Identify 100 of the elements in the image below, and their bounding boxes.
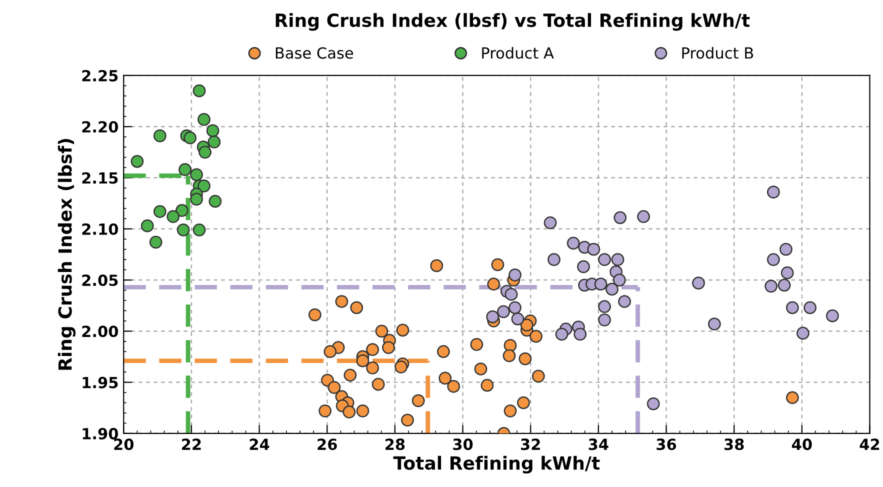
point xyxy=(780,242,792,256)
point xyxy=(176,204,188,217)
x-tick-label: 26 xyxy=(318,438,337,450)
x-tick-label: 38 xyxy=(724,438,744,450)
point xyxy=(192,84,206,98)
point xyxy=(470,338,484,351)
point xyxy=(324,345,337,358)
point xyxy=(192,223,206,236)
point xyxy=(149,236,162,249)
point xyxy=(780,266,794,280)
point xyxy=(412,394,425,408)
legend-label: Product B xyxy=(682,46,754,59)
x-tick-label: 20 xyxy=(114,438,134,450)
x-tick-label: 36 xyxy=(656,438,676,450)
point xyxy=(366,362,379,374)
point xyxy=(184,131,197,144)
point xyxy=(502,349,516,362)
point xyxy=(587,242,600,256)
point xyxy=(198,146,212,159)
point xyxy=(555,328,568,341)
point xyxy=(618,295,631,308)
point xyxy=(778,278,791,292)
x-tick-label: 24 xyxy=(250,438,270,450)
legend-label: Base Case xyxy=(276,47,354,59)
point xyxy=(190,192,203,206)
x-tick-label: 22 xyxy=(182,438,201,450)
point xyxy=(437,345,450,358)
y-tick-label: 2.20 xyxy=(82,121,118,133)
point xyxy=(594,278,608,291)
point xyxy=(504,288,518,301)
point xyxy=(804,301,816,314)
point xyxy=(708,318,721,330)
point xyxy=(786,391,799,404)
point xyxy=(318,404,332,418)
point xyxy=(530,330,542,343)
point xyxy=(786,301,799,314)
x-axis-title: Total Refining kWh/t xyxy=(393,456,600,474)
point xyxy=(487,278,500,291)
point xyxy=(176,223,190,236)
x-tick-label: 34 xyxy=(588,438,608,450)
x-tick-label: 28 xyxy=(386,438,405,450)
y-axis-title: Ring Crush Index (lbsf) xyxy=(58,139,76,370)
point xyxy=(508,268,522,282)
y-tick-label: 1.95 xyxy=(82,376,118,388)
point xyxy=(356,404,370,418)
point xyxy=(511,312,524,326)
point xyxy=(198,180,210,192)
point xyxy=(518,352,532,366)
point xyxy=(130,154,144,168)
point xyxy=(613,274,626,286)
point xyxy=(796,326,810,340)
point xyxy=(153,205,166,218)
point xyxy=(767,186,780,199)
point xyxy=(486,310,500,324)
x-tick-label: 42 xyxy=(860,438,880,450)
chart-title: Ring Crush Index (lbsf) vs Total Refining kWh/t xyxy=(276,13,750,31)
point xyxy=(614,211,627,224)
point xyxy=(208,136,221,148)
point xyxy=(504,404,517,418)
point xyxy=(208,194,222,208)
y-tick-label: 2.05 xyxy=(82,274,118,286)
point xyxy=(566,236,580,250)
point xyxy=(598,253,611,266)
point xyxy=(544,216,557,230)
point xyxy=(767,253,780,266)
point xyxy=(372,378,385,391)
point xyxy=(328,380,341,394)
point xyxy=(140,219,154,232)
y-tick-label: 1.90 xyxy=(82,428,118,440)
point xyxy=(153,129,166,142)
point xyxy=(637,210,650,224)
y-tick-label: 2.10 xyxy=(82,223,118,235)
point xyxy=(350,301,364,314)
point xyxy=(598,313,611,326)
point xyxy=(508,301,522,314)
point xyxy=(826,309,839,322)
point xyxy=(382,341,395,354)
point xyxy=(166,210,180,224)
y-tick-label: 2.00 xyxy=(82,326,118,338)
point xyxy=(438,372,452,385)
point xyxy=(401,414,414,427)
point xyxy=(520,318,534,332)
point xyxy=(764,280,778,293)
point xyxy=(692,276,705,290)
point xyxy=(178,163,192,176)
point xyxy=(574,328,587,341)
point xyxy=(190,168,203,182)
point xyxy=(517,396,530,410)
point xyxy=(491,258,504,272)
point xyxy=(394,360,408,374)
point xyxy=(396,324,410,337)
x-tick-label: 30 xyxy=(453,438,473,450)
point xyxy=(646,397,660,410)
point xyxy=(375,324,388,338)
legend-label: Product A xyxy=(482,46,554,59)
point xyxy=(366,343,379,356)
y-tick-label: 2.25 xyxy=(82,70,118,82)
point xyxy=(308,308,322,322)
x-tick-label: 32 xyxy=(520,438,540,450)
point xyxy=(598,300,611,314)
